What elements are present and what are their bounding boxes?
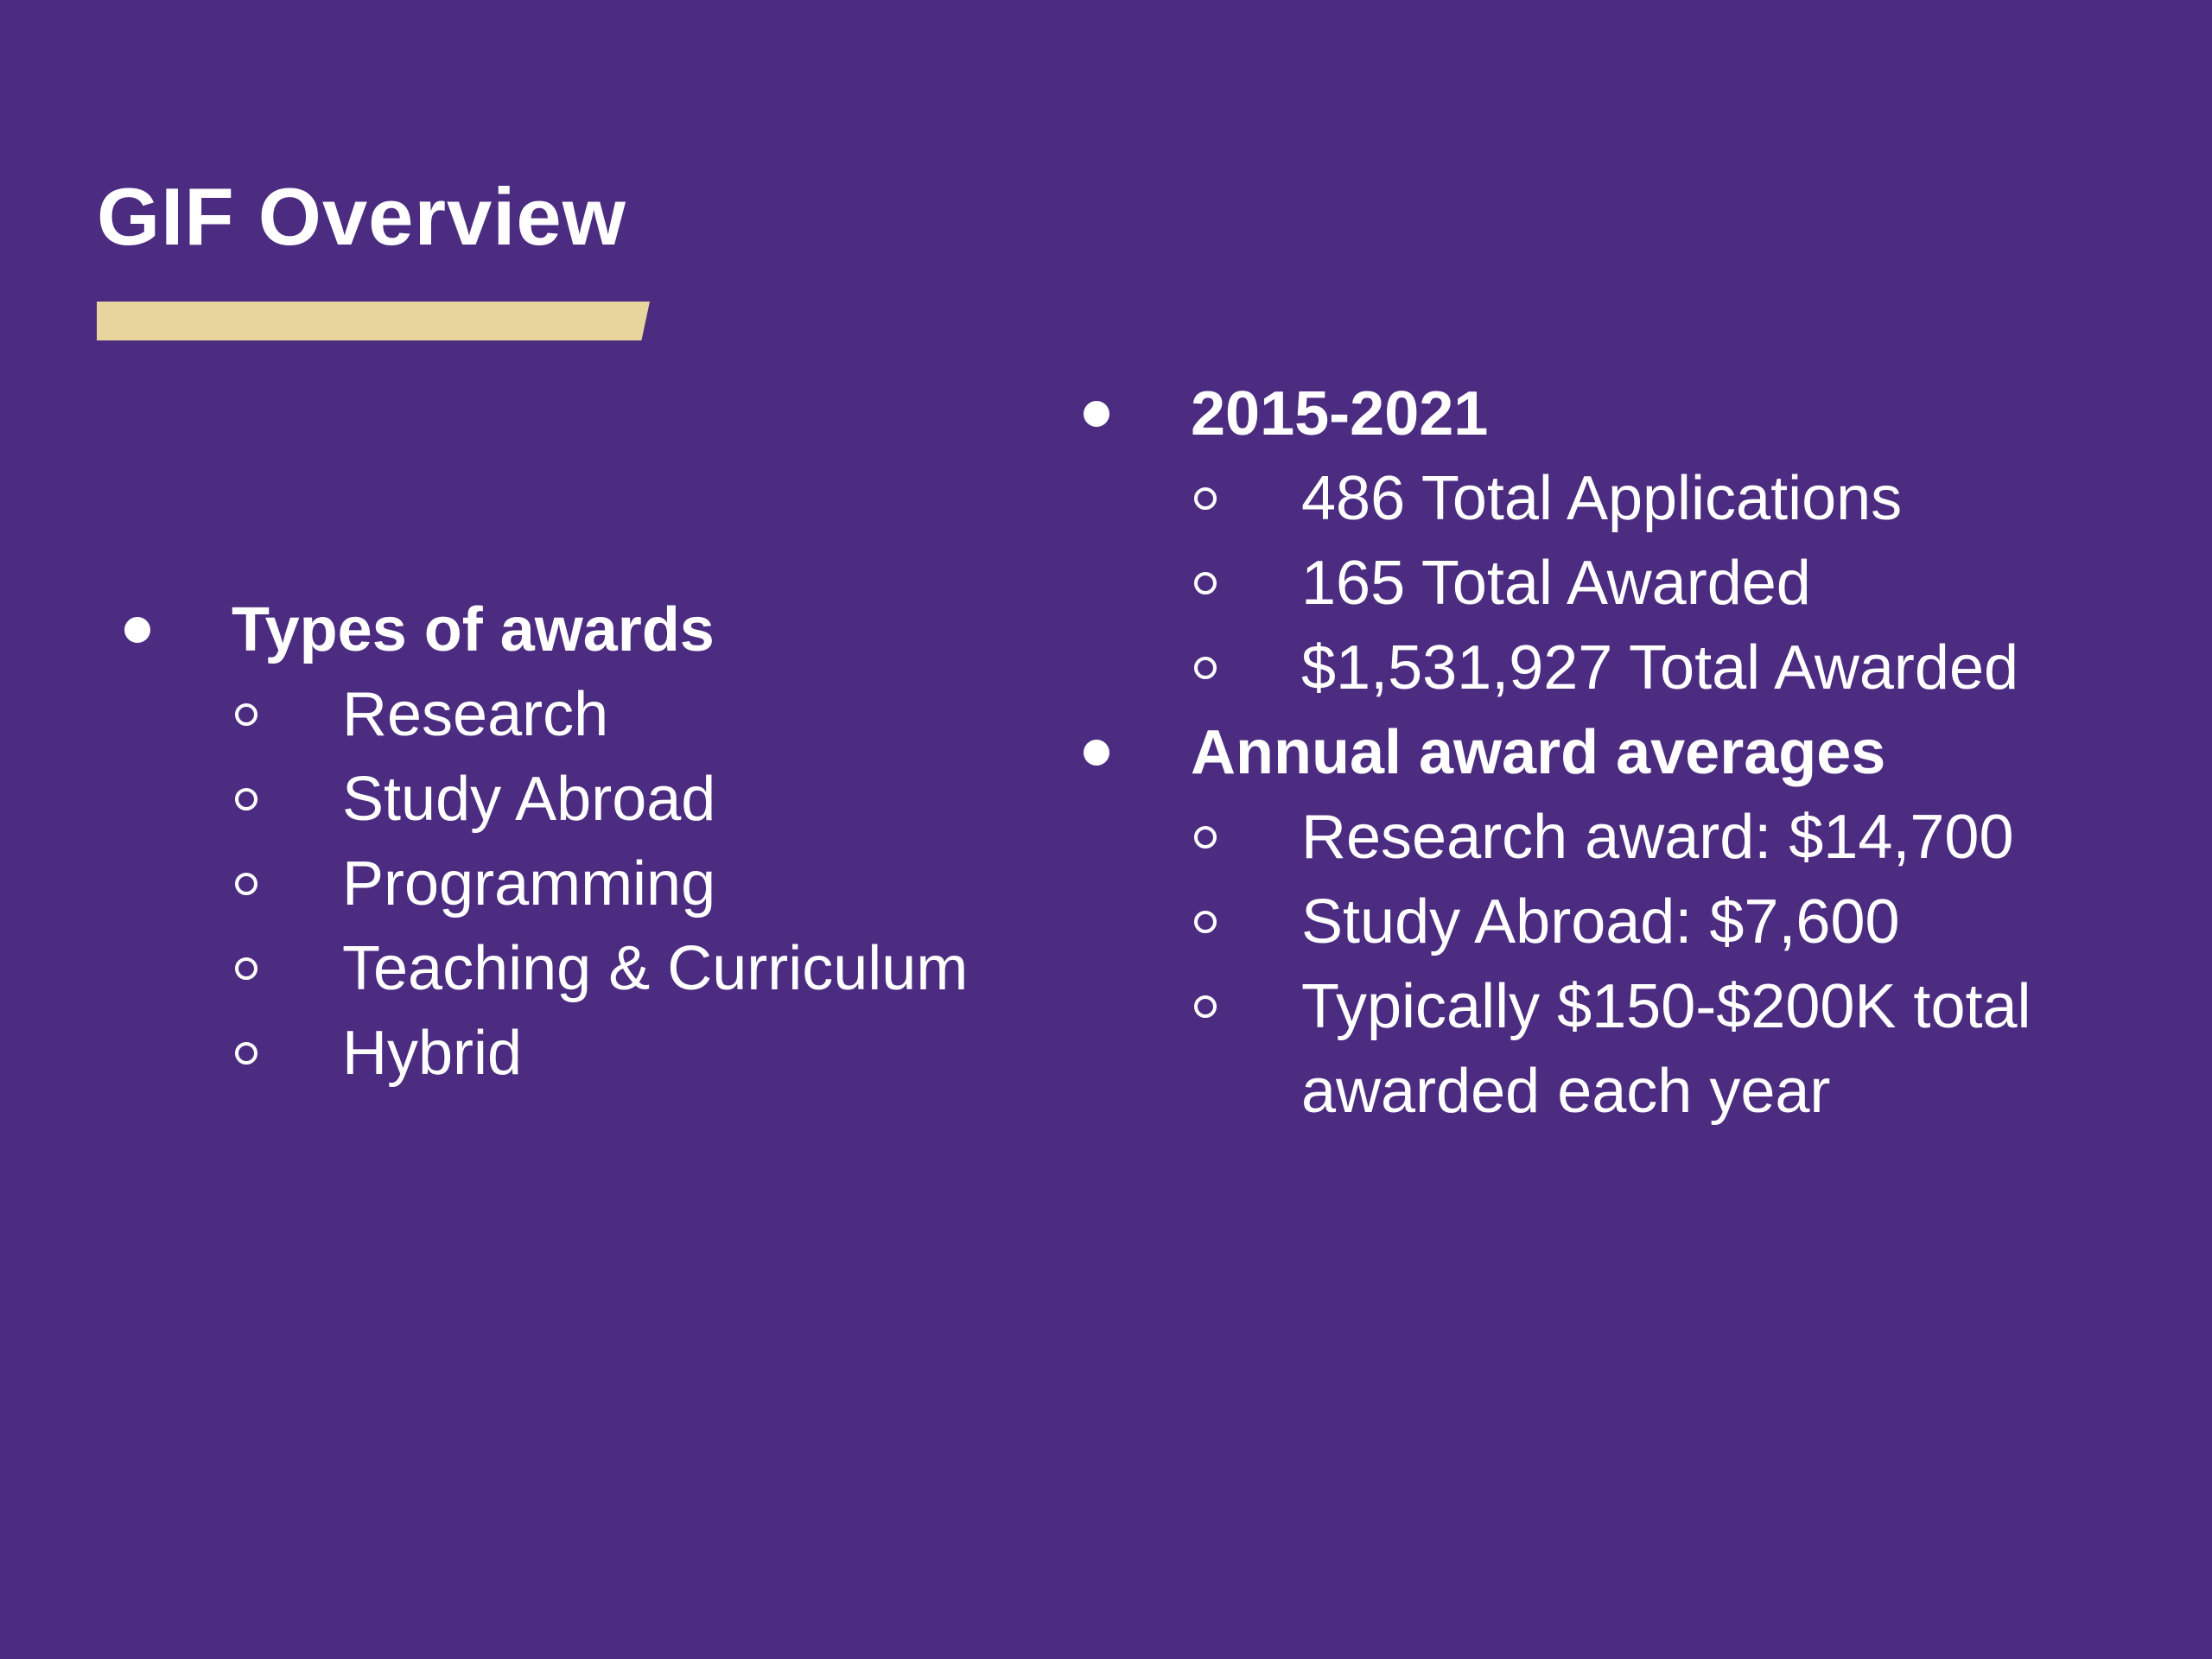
list-item: Programming xyxy=(121,842,1037,926)
list-item: $1,531,927 Total Awarded xyxy=(1080,626,2134,710)
filled-bullet-icon xyxy=(121,588,232,672)
heading-text: Types of awards xyxy=(232,595,715,664)
hollow-bullet-icon xyxy=(232,1011,342,1096)
list-item: 165 Total Awarded xyxy=(1080,541,2134,626)
list-item-text: $1,531,927 Total Awarded xyxy=(1301,633,2019,702)
list-item: Teaching & Curriculum xyxy=(121,926,1037,1011)
hollow-bullet-icon xyxy=(1191,795,1301,880)
list-item-text: Research award: $14,700 xyxy=(1301,803,2014,872)
hollow-bullet-icon xyxy=(1191,456,1301,541)
hollow-bullet-icon xyxy=(232,926,342,1011)
list-item-text: Hybrid xyxy=(342,1019,523,1088)
list-item-text: Study Abroad: $7,600 xyxy=(1301,887,1900,957)
list-heading-years: 2015-2021 xyxy=(1080,372,2134,456)
list-item-text: Programming xyxy=(342,849,716,918)
filled-bullet-icon xyxy=(1080,710,1191,795)
list-heading-averages: Annual award averages xyxy=(1080,710,2134,795)
hollow-bullet-icon xyxy=(1191,541,1301,626)
list-item-text: Study Abroad xyxy=(342,765,716,834)
right-column: 2015-2021 486 Total Applications 165 Tot… xyxy=(1080,372,2134,1134)
list-heading-types: Types of awards xyxy=(121,588,1037,672)
hollow-bullet-icon xyxy=(232,757,342,842)
list-item: Typically $150-$200K total awarded each … xyxy=(1080,964,2134,1134)
hollow-bullet-icon xyxy=(232,842,342,926)
list-item-text: Research xyxy=(342,680,609,749)
hollow-bullet-icon xyxy=(232,672,342,757)
list-item-text: Typically $150-$200K total awarded each … xyxy=(1301,972,2031,1126)
heading-text: Annual award averages xyxy=(1191,718,1886,787)
list-item-text: Teaching & Curriculum xyxy=(342,934,969,1003)
list-item: Research xyxy=(121,672,1037,757)
hollow-bullet-icon xyxy=(1191,964,1301,1049)
list-item-text: 486 Total Applications xyxy=(1301,464,1903,533)
accent-bar xyxy=(97,302,650,340)
list-item: Study Abroad: $7,600 xyxy=(1080,880,2134,964)
left-column: Types of awards Research Study Abroad Pr… xyxy=(121,588,1037,1096)
slide-title: GIF Overview xyxy=(97,171,626,262)
heading-text: 2015-2021 xyxy=(1191,379,1489,448)
list-item: Hybrid xyxy=(121,1011,1037,1096)
list-item: 486 Total Applications xyxy=(1080,456,2134,541)
list-item: Study Abroad xyxy=(121,757,1037,842)
hollow-bullet-icon xyxy=(1191,626,1301,710)
list-item: Research award: $14,700 xyxy=(1080,795,2134,880)
hollow-bullet-icon xyxy=(1191,880,1301,964)
filled-bullet-icon xyxy=(1080,372,1191,456)
list-item-text: 165 Total Awarded xyxy=(1301,549,1811,618)
